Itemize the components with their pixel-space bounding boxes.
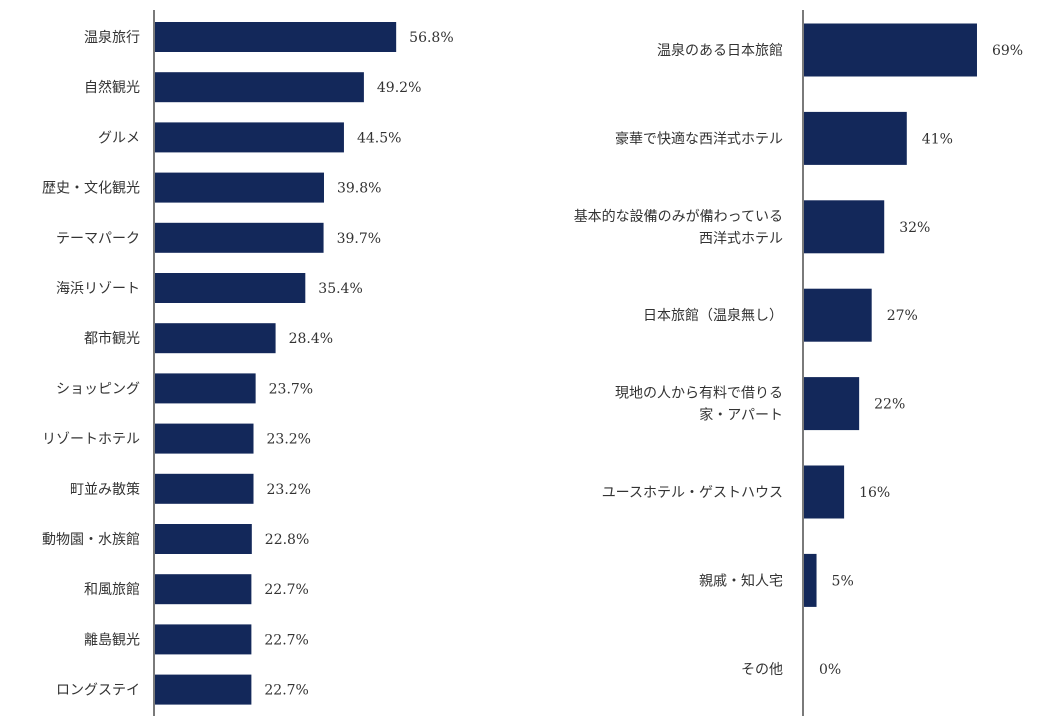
left-value-label: 39.7% bbox=[337, 231, 381, 247]
right-bar bbox=[804, 553, 817, 607]
right-category-label: 現地の人から有料で借りる家・アパート bbox=[615, 386, 783, 424]
right-value-label: 22% bbox=[874, 397, 905, 413]
left-category-label: 自然観光 bbox=[84, 79, 140, 96]
left-category-label: 歴史・文化観光 bbox=[42, 180, 140, 197]
left-value-label: 28.4% bbox=[289, 331, 333, 347]
left-value-label: 22.8% bbox=[265, 532, 309, 548]
left-bar bbox=[155, 423, 254, 454]
left-value-label: 49.2% bbox=[377, 80, 421, 96]
left-value-label: 39.8% bbox=[337, 181, 381, 197]
left-bar bbox=[155, 524, 252, 554]
left-category-label: 温泉旅行 bbox=[84, 29, 140, 46]
right-value-label: 27% bbox=[887, 308, 918, 324]
right-bar bbox=[804, 23, 977, 77]
right-category-label: 温泉のある日本旅館 bbox=[657, 42, 783, 59]
left-value-label: 22.7% bbox=[264, 582, 308, 598]
left-bar bbox=[155, 122, 344, 153]
right-category-label: 豪華で快適な西洋式ホテル bbox=[615, 130, 783, 147]
left-bar bbox=[155, 574, 252, 605]
left-bar bbox=[155, 273, 306, 303]
left-category-label: 町並み散策 bbox=[70, 481, 140, 498]
left-bar bbox=[155, 674, 252, 705]
left-category-label: ロングステイ bbox=[56, 683, 140, 699]
right-value-label: 41% bbox=[922, 131, 953, 147]
left-value-label: 22.7% bbox=[264, 632, 308, 648]
left-category-label: テーマパーク bbox=[56, 231, 140, 247]
left-value-label: 22.7% bbox=[264, 683, 308, 699]
left-value-label: 23.7% bbox=[269, 381, 313, 397]
left-category-label: ショッピング bbox=[56, 381, 140, 397]
left-category-label: 海浜リゾート bbox=[56, 281, 140, 297]
right-bar bbox=[804, 111, 907, 165]
left-value-label: 56.8% bbox=[409, 30, 453, 46]
left-value-label: 23.2% bbox=[267, 432, 311, 448]
right-value-label: 0% bbox=[819, 662, 841, 678]
left-bar-chart: 温泉旅行 56.8% 自然観光 49.2% グルメ 44.5% 歴史・文化観光 39.8% テー… bbox=[42, 10, 454, 716]
left-category-label: 動物園・水族館 bbox=[42, 531, 140, 548]
right-bar bbox=[804, 465, 845, 519]
left-value-label: 23.2% bbox=[267, 482, 311, 498]
right-bar-chart: 温泉のある日本旅館 69% 豪華で快適な西洋式ホテル 41% 基本的な設備のみが備わって… bbox=[574, 10, 1023, 716]
left-category-label: 離島観光 bbox=[84, 631, 140, 648]
left-bar bbox=[155, 373, 256, 404]
right-category-label: ユースホテル・ゲストハウス bbox=[602, 485, 783, 501]
left-category-label: 和風旅館 bbox=[84, 581, 140, 598]
left-bar bbox=[155, 172, 324, 203]
left-category-label: グルメ bbox=[98, 130, 140, 146]
right-value-label: 32% bbox=[899, 220, 930, 236]
right-category-label: 日本旅館（温泉無し） bbox=[643, 307, 783, 324]
left-bar bbox=[155, 473, 254, 504]
left-bar bbox=[155, 22, 397, 52]
right-category-label: 親戚・知人宅 bbox=[699, 572, 783, 589]
left-bar bbox=[155, 323, 276, 354]
right-bar bbox=[804, 377, 860, 431]
left-value-label: 35.4% bbox=[318, 281, 362, 297]
right-bar bbox=[804, 200, 885, 254]
right-category-label: その他 bbox=[741, 662, 783, 678]
right-bar bbox=[804, 288, 872, 342]
left-bar bbox=[155, 222, 324, 253]
right-value-label: 5% bbox=[832, 573, 854, 589]
left-bar bbox=[155, 624, 252, 655]
right-value-label: 16% bbox=[859, 485, 890, 501]
left-category-label: 都市観光 bbox=[84, 330, 140, 347]
right-category-label: 基本的な設備のみが備わっている西洋式ホテル bbox=[574, 208, 783, 247]
right-value-label: 69% bbox=[992, 43, 1023, 59]
left-bar bbox=[155, 72, 364, 103]
left-value-label: 44.5% bbox=[357, 130, 401, 146]
left-category-label: リゾートホテル bbox=[42, 432, 140, 448]
